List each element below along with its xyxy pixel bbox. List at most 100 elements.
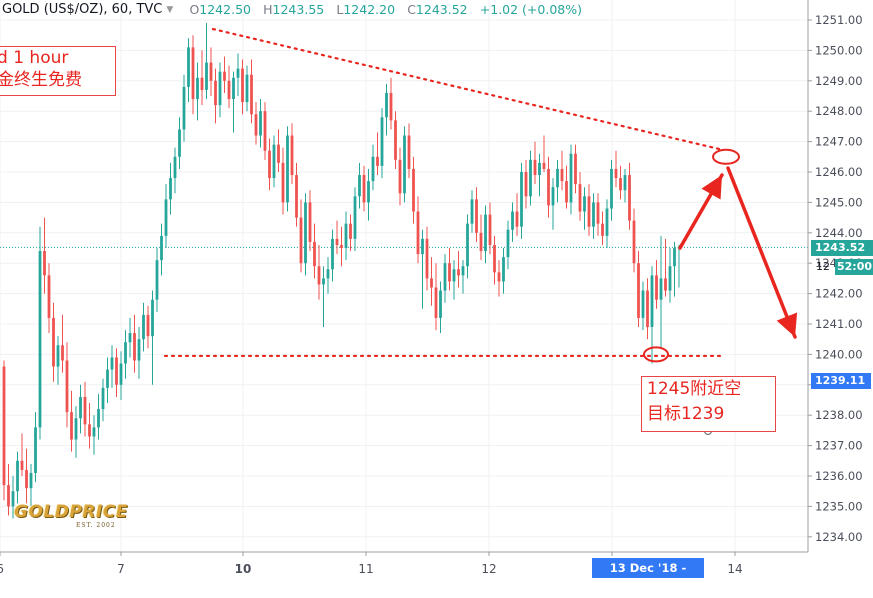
candle-body — [403, 135, 406, 194]
candle-body — [344, 223, 348, 248]
candle-body — [587, 196, 591, 227]
candle-body — [74, 418, 78, 440]
trend-lines — [163, 27, 798, 436]
annotation-short-target: 1245附近空 目标1239 — [641, 376, 776, 432]
y-tick-label: 1240.00 — [815, 347, 863, 361]
candle-body — [83, 396, 87, 425]
candle-body — [29, 472, 33, 489]
logo-est: EST. 2002 — [76, 522, 116, 529]
y-tick-label: 1248.00 — [815, 104, 863, 118]
candle-body — [182, 86, 186, 130]
candle-body — [263, 111, 267, 151]
candle-body — [340, 244, 343, 248]
candle-body — [650, 275, 654, 328]
candle-body — [290, 135, 294, 176]
crosshair-date-tag: 13 Dec '18 - 07:00 — [592, 558, 704, 595]
candle-body — [574, 153, 577, 185]
candle-body — [493, 244, 496, 273]
candle-body — [565, 181, 568, 203]
x-tick-label: 7 — [117, 562, 125, 576]
candle-body — [65, 360, 69, 413]
candle-body — [416, 211, 420, 255]
candle-body — [556, 168, 559, 188]
candle-body — [110, 357, 114, 370]
candle-body — [389, 92, 393, 121]
candle-body — [11, 491, 15, 507]
secondary-price-tag: 1239.11 — [811, 373, 871, 389]
goldprice-logo: GOLDPRICE EST. 2002 — [14, 502, 154, 530]
y-tick-label: 1245.00 — [815, 195, 863, 209]
candle-body — [218, 71, 222, 106]
candle-body — [79, 396, 82, 419]
annotation-top-left-line2: 金终生免费 — [0, 70, 82, 90]
candle-body — [187, 47, 190, 87]
candle-body — [191, 47, 195, 100]
candle-body — [101, 387, 105, 410]
candle-body — [524, 172, 528, 197]
candle-body — [520, 172, 523, 227]
candle-body — [56, 345, 60, 367]
candle-body — [367, 181, 370, 203]
candle-body — [43, 251, 46, 276]
candle-body — [479, 232, 483, 252]
candle-body — [164, 199, 168, 236]
y-tick-label: 1236.00 — [815, 469, 863, 483]
candle-body — [335, 238, 339, 245]
candle-body — [34, 427, 37, 473]
high-key: H — [263, 2, 273, 17]
time-axis[interactable]: 671011121314 — [0, 551, 808, 576]
last-price-tag: 1243.52 — [811, 240, 873, 256]
candle-body — [407, 135, 411, 169]
candle-body — [178, 129, 181, 157]
partial-price-label: 12 — [816, 260, 830, 273]
candle-body — [115, 357, 118, 385]
candle-body — [209, 62, 213, 81]
candle-body — [511, 211, 514, 230]
candle-body — [272, 144, 276, 179]
candle-body — [533, 159, 537, 176]
chevron-down-icon[interactable]: ▼ — [166, 4, 174, 15]
candle-body — [331, 238, 334, 270]
symbol-label[interactable]: GOLD (US$/OZ), 60, TVC — [2, 2, 163, 17]
candle-body — [227, 80, 231, 100]
candle-body — [358, 175, 361, 197]
candle-body — [448, 263, 451, 282]
arrow-down-head — [776, 312, 798, 337]
arrow-up-head — [701, 175, 722, 200]
candle-body — [128, 333, 132, 343]
candle-body — [673, 248, 676, 267]
candle-body — [362, 175, 366, 203]
candle-body — [286, 135, 289, 203]
candle-body — [353, 196, 357, 239]
candle-body — [214, 80, 217, 106]
candle-body — [461, 266, 465, 276]
candle-body — [452, 269, 456, 282]
candle-body — [169, 178, 172, 200]
candle-body — [223, 71, 226, 81]
candle-body — [304, 202, 307, 264]
candle-body — [2, 366, 6, 486]
candle-body — [61, 345, 64, 361]
candle-body — [317, 266, 321, 285]
candle-body — [506, 229, 510, 258]
candle-body — [398, 159, 402, 194]
open-key: O — [189, 2, 200, 17]
y-tick-label: 1242.00 — [815, 287, 863, 301]
gold-price-chart[interactable]: 1251.00 1250.00 1249.00 1248.00 1247.00 1246.… — [0, 0, 873, 584]
candle-body — [70, 412, 73, 440]
candle-body — [421, 238, 424, 255]
candle-body — [119, 363, 123, 385]
candle-body — [38, 251, 42, 428]
candle-body — [151, 299, 154, 337]
arrow-down-shaft — [726, 166, 797, 339]
candle-body — [502, 257, 505, 282]
candle-body — [605, 208, 609, 236]
candle-body — [641, 290, 645, 318]
candle-body — [538, 162, 541, 176]
resistance-line — [211, 27, 724, 151]
candle-body — [160, 235, 163, 261]
candle-body — [470, 199, 474, 224]
candle-body — [497, 272, 501, 282]
candle-body — [7, 485, 10, 507]
candle-body — [308, 202, 312, 242]
